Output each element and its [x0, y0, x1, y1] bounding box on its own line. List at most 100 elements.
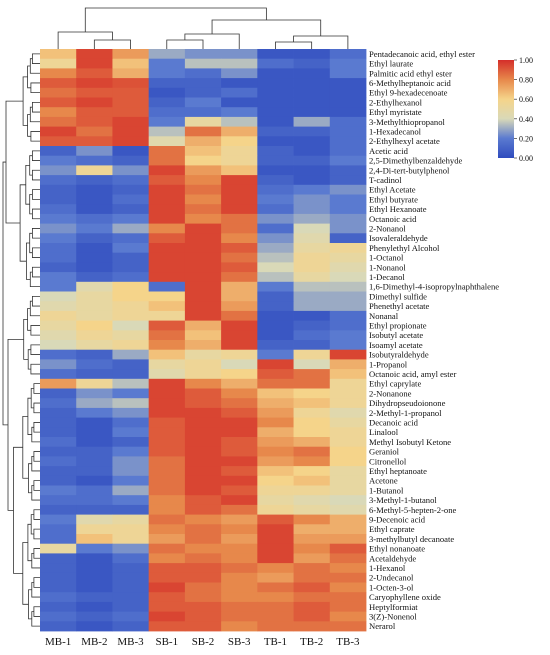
heatmap-cell [329, 58, 367, 69]
dendrogram-link [31, 456, 40, 472]
heatmap-cell [221, 281, 258, 292]
heatmap-cell [184, 184, 222, 195]
heatmap-cell [112, 194, 150, 205]
heatmap-cell [112, 107, 150, 118]
heatmap-cell [329, 310, 367, 321]
heatmap-cell [329, 359, 367, 370]
heatmap-cell [76, 107, 113, 118]
heatmap-cell [184, 524, 222, 535]
heatmap-cell [293, 301, 331, 312]
heatmap-cell [221, 262, 258, 273]
heatmap-cell [257, 437, 294, 448]
heatmap-cell [329, 446, 367, 457]
heatmap-cell [148, 223, 186, 234]
heatmap-cell [76, 621, 113, 632]
heatmap-cell [184, 621, 222, 632]
heatmap-cell [329, 427, 367, 438]
heatmap-cell [221, 543, 258, 554]
heatmap-cell [293, 611, 331, 622]
heatmap-cell [293, 310, 331, 321]
heatmap-cell [329, 213, 367, 224]
heatmap-cell [184, 107, 222, 118]
heatmap-cell [112, 291, 150, 302]
heatmap-cell [257, 601, 294, 612]
heatmap-cell [40, 291, 77, 302]
heatmap-cell [112, 475, 150, 486]
heatmap-cell [293, 272, 331, 283]
heatmap-cell [329, 291, 367, 302]
heatmap-cell [257, 592, 294, 603]
heatmap-cell [40, 495, 77, 506]
row-label: Ethyl caprate [369, 524, 415, 534]
heatmap-cell [76, 184, 113, 195]
heatmap-cell [257, 466, 294, 477]
heatmap-cell [148, 97, 186, 108]
heatmap-cell [329, 466, 367, 477]
heatmap-cell [221, 592, 258, 603]
heatmap-cell [293, 87, 331, 98]
heatmap-cell [257, 223, 294, 234]
heatmap-cell [76, 572, 113, 583]
heatmap-cell [148, 262, 186, 273]
colorbar-tick-label: 0.40 [519, 115, 533, 124]
heatmap-cell [221, 340, 258, 351]
heatmap-cell [112, 398, 150, 409]
heatmap-cell [112, 49, 150, 60]
heatmap-cell [293, 78, 331, 89]
heatmap-cell [293, 184, 331, 195]
dendrogram-link [29, 58, 40, 74]
heatmap-cell [257, 310, 294, 321]
heatmap-cell [221, 204, 258, 215]
heatmap-cell [40, 601, 77, 612]
heatmap-cell [76, 146, 113, 157]
heatmap-cell [184, 456, 222, 467]
dendrogram-link [33, 383, 40, 394]
dendrogram-link [29, 300, 40, 317]
heatmap-cell [40, 262, 77, 273]
heatmap-cell [40, 223, 77, 234]
heatmap-cell [184, 68, 222, 79]
heatmap-cell [148, 369, 186, 380]
heatmap-cell [40, 466, 77, 477]
heatmap-cell [112, 281, 150, 292]
heatmap-cell [76, 543, 113, 554]
heatmap-cell [148, 601, 186, 612]
heatmap-cell [184, 543, 222, 554]
heatmap-cell [184, 262, 222, 273]
heatmap-cell [293, 485, 331, 496]
heatmap-cell [40, 252, 77, 263]
heatmap-cell [329, 243, 367, 254]
heatmap-cell [329, 456, 367, 467]
row-label: Isoamyl acetate [369, 340, 423, 350]
heatmap-cell [257, 534, 294, 545]
heatmap-cell [148, 320, 186, 331]
row-label: 3(Z)-Nonenol [369, 611, 417, 621]
dendrogram-link [33, 509, 40, 520]
heatmap-cell [257, 388, 294, 399]
heatmap-cell [184, 272, 222, 283]
heatmap-cell [293, 175, 331, 186]
heatmap-cell [112, 427, 150, 438]
heatmap-cell [40, 320, 77, 331]
heatmap-cell [184, 407, 222, 418]
heatmap-cell [148, 359, 186, 370]
heatmap-cell [221, 175, 258, 186]
heatmap-cell [112, 165, 150, 176]
heatmap-cell [221, 446, 258, 457]
heatmap-cell [148, 466, 186, 477]
heatmap-cell [40, 582, 77, 593]
heatmap-cell [293, 466, 331, 477]
heatmap-cell [257, 87, 294, 98]
dendrogram-link [293, 35, 349, 49]
heatmap-cell [76, 592, 113, 603]
heatmap-cell [76, 398, 113, 409]
heatmap-cell [329, 621, 367, 632]
heatmap-cell [76, 340, 113, 351]
heatmap-cell [112, 136, 150, 147]
heatmap-cell [76, 155, 113, 166]
row-dendrogram [2, 53, 40, 627]
heatmap-cell [148, 427, 186, 438]
heatmap-cell [257, 582, 294, 593]
heatmap-cell [40, 136, 77, 147]
